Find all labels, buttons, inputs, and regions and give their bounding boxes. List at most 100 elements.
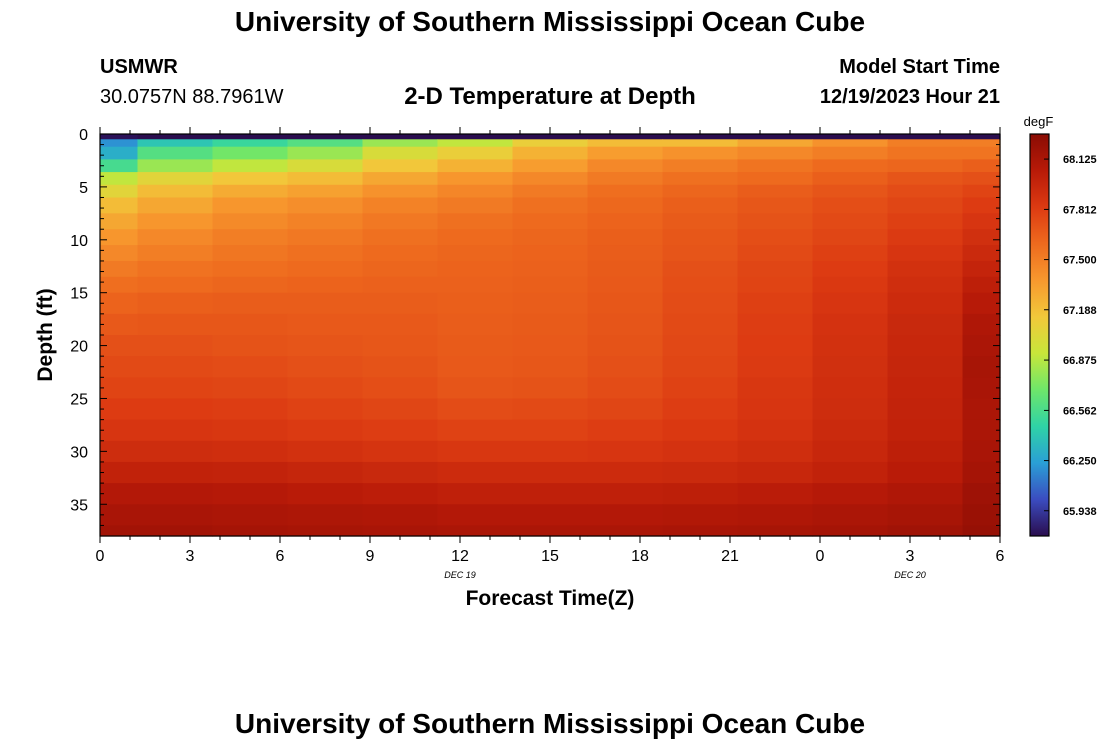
heatmap-cell xyxy=(662,419,739,442)
heatmap-cell xyxy=(212,197,289,214)
heatmap-cell xyxy=(137,356,214,378)
heatmap-cell xyxy=(962,419,1001,442)
heatmap-cell xyxy=(662,483,739,505)
heatmap-cell xyxy=(100,335,139,357)
heatmap-cell xyxy=(737,461,814,484)
heatmap-cell xyxy=(362,146,439,160)
heatmap-cell xyxy=(587,276,664,294)
heatmap-cell xyxy=(287,335,364,357)
heatmap-cell xyxy=(100,377,139,400)
heatmap-cell xyxy=(512,292,589,315)
heatmap-cell xyxy=(812,229,889,246)
y-tick-label: 15 xyxy=(70,286,88,303)
y-tick-label: 30 xyxy=(70,444,88,461)
heatmap-cell xyxy=(100,146,139,160)
heatmap-cell xyxy=(512,398,589,421)
heatmap-cell xyxy=(437,213,514,230)
heatmap-cell xyxy=(137,377,214,400)
heatmap-cell xyxy=(100,440,139,463)
heatmap-cell xyxy=(962,313,1001,336)
heatmap-cell xyxy=(437,134,514,140)
heatmap-cell xyxy=(437,525,514,537)
heatmap-cell xyxy=(812,159,889,173)
heatmap-cell xyxy=(662,184,739,199)
heatmap-cell xyxy=(137,213,214,230)
x-tick-label: 15 xyxy=(541,548,559,565)
heatmap-cell xyxy=(100,313,139,336)
colorbar-tick-label: 65.938 xyxy=(1063,506,1097,518)
heatmap-cell xyxy=(962,504,1001,527)
heatmap-cell xyxy=(587,525,664,537)
heatmap-cell xyxy=(137,260,214,278)
heatmap-cell xyxy=(737,525,814,537)
heatmap-cell xyxy=(137,229,214,246)
heatmap-cell xyxy=(212,184,289,199)
heatmap-cell xyxy=(737,356,814,378)
y-tick-label: 0 xyxy=(79,127,88,144)
heatmap-cell xyxy=(437,172,514,186)
heatmap-cell xyxy=(587,483,664,505)
heatmap-cell xyxy=(737,419,814,442)
heatmap-cell xyxy=(887,229,964,246)
heatmap-cell xyxy=(812,172,889,186)
heatmap-cell xyxy=(512,419,589,442)
x-tick-label: 9 xyxy=(366,548,375,565)
heatmap-cell xyxy=(587,213,664,230)
heatmap-cell xyxy=(512,356,589,378)
heatmap-cell xyxy=(812,356,889,378)
heatmap-cell xyxy=(437,229,514,246)
heatmap-cell xyxy=(737,504,814,527)
heatmap-cell xyxy=(512,229,589,246)
heatmap-cell xyxy=(437,461,514,484)
heatmap-cell xyxy=(362,419,439,442)
heatmap-cell xyxy=(287,377,364,400)
heatmap-cell xyxy=(437,159,514,173)
heatmap-cell xyxy=(962,483,1001,505)
heatmap-cell xyxy=(287,356,364,378)
heatmap-cell xyxy=(437,260,514,278)
heatmap-cell xyxy=(887,260,964,278)
heatmap-cell xyxy=(887,525,964,537)
heatmap-cell xyxy=(512,159,589,173)
heatmap-cell xyxy=(662,461,739,484)
heatmap-cell xyxy=(737,172,814,186)
heatmap-cell xyxy=(887,134,964,140)
heatmap-cell xyxy=(887,245,964,262)
heatmap-cell xyxy=(962,525,1001,537)
heatmap-cell xyxy=(662,335,739,357)
heatmap-cell xyxy=(512,139,589,148)
heatmap-cell xyxy=(512,504,589,527)
heatmap-cell xyxy=(512,134,589,140)
y-axis: 0 5 10 15 20 25 30 35 xyxy=(70,127,1000,537)
heatmap-cell xyxy=(212,335,289,357)
heatmap-cell xyxy=(737,197,814,214)
heatmap-cell xyxy=(587,377,664,400)
heatmap-cell xyxy=(962,245,1001,262)
heatmap-cell xyxy=(287,260,364,278)
heatmap-cell xyxy=(100,184,139,199)
heatmap-cell xyxy=(737,398,814,421)
heatmap-cell xyxy=(362,440,439,463)
heatmap-cell xyxy=(100,398,139,421)
heatmap xyxy=(100,134,1001,537)
x-date-label: DEC 19 xyxy=(444,570,476,580)
heatmap-cell xyxy=(212,276,289,294)
heatmap-cell xyxy=(287,504,364,527)
heatmap-cell xyxy=(737,483,814,505)
heatmap-cell xyxy=(962,146,1001,160)
heatmap-cell xyxy=(287,440,364,463)
x-tick-label: 0 xyxy=(816,548,825,565)
heatmap-cell xyxy=(437,245,514,262)
heatmap-cell xyxy=(137,197,214,214)
heatmap-cell xyxy=(812,419,889,442)
heatmap-cell xyxy=(100,245,139,262)
heatmap-cell xyxy=(812,398,889,421)
heatmap-cell xyxy=(587,356,664,378)
colorbar-tick-label: 67.812 xyxy=(1063,204,1097,216)
heatmap-cell xyxy=(812,146,889,160)
heatmap-cell xyxy=(662,134,739,140)
heatmap-cell xyxy=(287,184,364,199)
heatmap-cell xyxy=(100,139,139,148)
heatmap-cell xyxy=(737,276,814,294)
heatmap-cell xyxy=(362,197,439,214)
